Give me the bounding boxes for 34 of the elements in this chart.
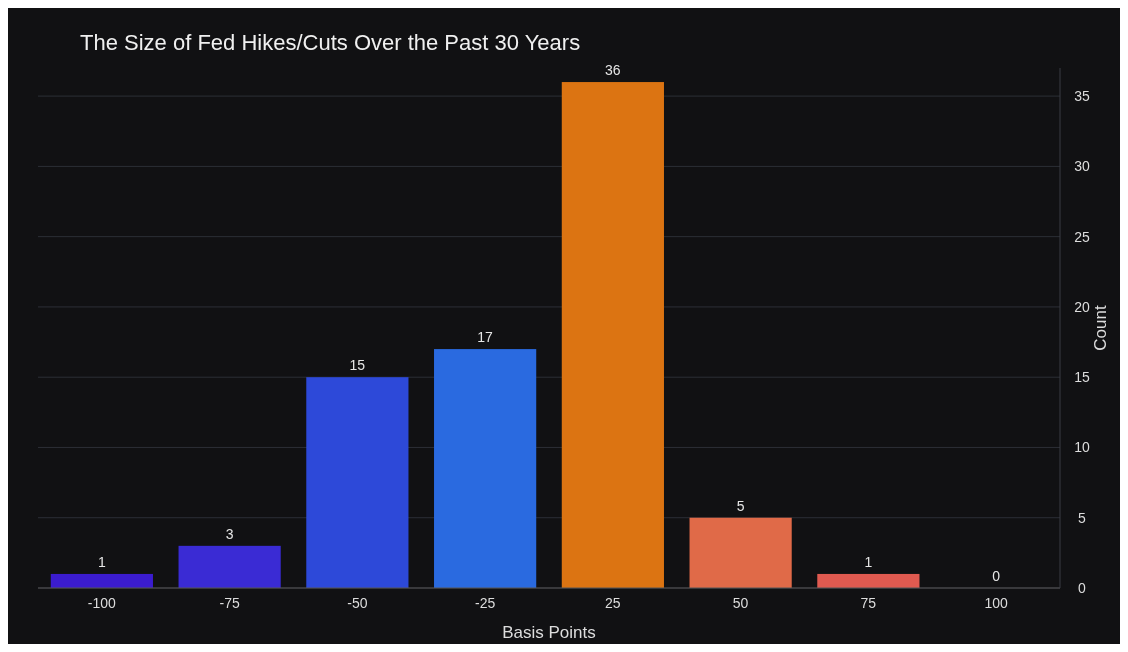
bar: [306, 377, 409, 588]
data-label: 3: [225, 525, 234, 542]
y-axis-title: Count: [1091, 305, 1110, 351]
data-label: 1: [97, 553, 106, 570]
bar: [817, 573, 920, 588]
data-label: 36: [605, 62, 621, 79]
chart-title: The Size of Fed Hikes/Cuts Over the Past 30 Years: [80, 30, 581, 55]
y-tick-label: 20: [1074, 298, 1090, 315]
y-tick-label: 5: [1078, 509, 1087, 526]
bar: [689, 517, 792, 588]
data-label: 15: [349, 357, 366, 374]
bar: [50, 573, 153, 588]
x-tick-label: 100: [984, 595, 1009, 611]
y-tick-label: 30: [1074, 158, 1090, 175]
y-tick-label: 0: [1078, 579, 1087, 596]
x-tick-label: -75: [219, 595, 240, 611]
bar: [434, 349, 537, 588]
data-label: 1: [864, 553, 873, 570]
x-tick-label: 25: [605, 595, 621, 611]
data-label: 0: [992, 568, 1001, 584]
x-tick-label: 75: [860, 595, 877, 611]
bar: [178, 545, 281, 588]
x-tick-label: -25: [475, 595, 496, 611]
data-label: 17: [477, 329, 494, 346]
x-tick-label: 50: [732, 595, 749, 611]
x-axis-title: Basis Points: [502, 623, 596, 642]
x-tick-label: -50: [347, 595, 368, 611]
x-tick-label: -100: [87, 595, 117, 611]
y-tick-label: 10: [1074, 439, 1090, 456]
y-tick-label: 25: [1074, 228, 1090, 245]
y-tick-label: 35: [1074, 88, 1090, 105]
data-label: 5: [736, 497, 745, 514]
y-tick-label: 15: [1074, 369, 1090, 386]
bar: [561, 82, 664, 588]
